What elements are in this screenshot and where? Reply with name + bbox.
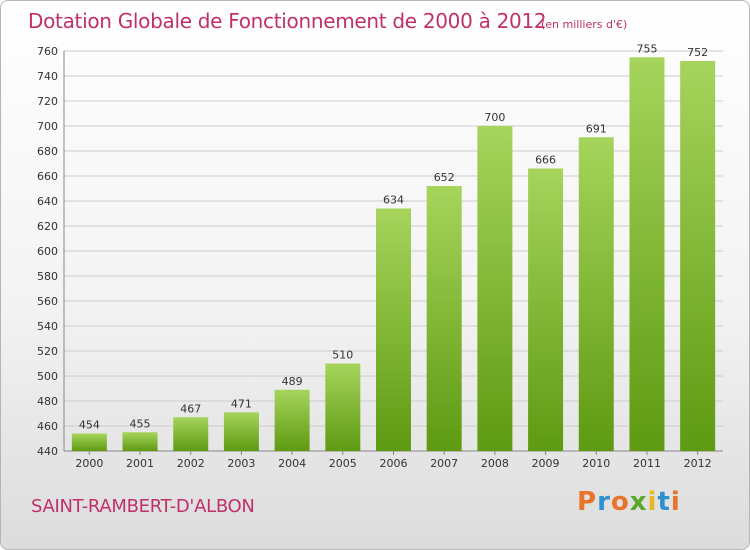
proxiti-logo: Proxiti (577, 487, 681, 517)
bar-2006 (376, 208, 411, 451)
value-label-2000: 454 (79, 419, 100, 432)
x-tick-label: 2007 (430, 457, 458, 470)
chart-title: Dotation Globale de Fonctionnement de 20… (28, 9, 547, 33)
bar-layer (71, 57, 716, 451)
bar-2000 (71, 433, 107, 451)
value-label-2003: 471 (231, 397, 252, 410)
value-label-2008: 700 (484, 111, 505, 124)
value-label-2006: 634 (383, 194, 404, 207)
y-tick-label: 580 (37, 270, 58, 283)
x-tick-label: 2002 (177, 457, 205, 470)
y-tick-label: 540 (37, 320, 58, 333)
value-label-2011: 755 (636, 42, 657, 55)
y-tick-label: 620 (37, 220, 58, 233)
x-tick-label: 2000 (75, 457, 103, 470)
y-tick-label: 760 (37, 45, 58, 58)
y-tick-label: 720 (37, 95, 58, 108)
bar-2005 (325, 363, 361, 451)
logo-letter: r (597, 487, 611, 517)
unit-note: (en milliers d'€) (541, 18, 628, 31)
y-tick-label: 660 (37, 170, 58, 183)
y-tick-label: 480 (37, 395, 58, 408)
y-tick-label: 740 (37, 70, 58, 83)
logo-letter: P (577, 487, 598, 517)
logo-letter: i (670, 487, 681, 517)
bar-2012 (680, 61, 716, 451)
y-tick-label: 520 (37, 345, 58, 358)
bar-chart: 440 460 480 500 520 540 560 580 600 620 640 660 680 7… (37, 42, 723, 470)
logo-letter: i (647, 487, 658, 517)
value-label-2007: 652 (434, 171, 455, 184)
logo-letter: t (657, 487, 671, 517)
value-label-2009: 666 (535, 154, 556, 167)
bar-2007 (426, 186, 462, 451)
x-tick-label: 2009 (532, 457, 560, 470)
logo-letter: x (629, 487, 648, 517)
x-tick-label: 2001 (126, 457, 154, 470)
value-label-2002: 467 (180, 402, 201, 415)
y-tick-label: 500 (37, 370, 58, 383)
y-tick-label: 600 (37, 245, 58, 258)
value-label-2001: 455 (130, 417, 151, 430)
x-tick-label: 2003 (227, 457, 255, 470)
y-tick-label: 460 (37, 420, 58, 433)
bar-2010 (578, 137, 614, 451)
x-tick-label: 2012 (684, 457, 712, 470)
bar-2008 (477, 126, 513, 451)
label-layer: 454 455 467 471 489 510 634 652 700 666 691 755 752 (79, 42, 708, 431)
bar-2001 (122, 432, 158, 451)
x-tick-label: 2010 (582, 457, 610, 470)
value-label-2004: 489 (282, 375, 303, 388)
commune-name: SAINT-RAMBERT-D'ALBON (31, 496, 255, 517)
y-tick-label: 680 (37, 145, 58, 158)
x-tick-label: 2011 (633, 457, 661, 470)
logo-letter: o (610, 487, 630, 517)
y-tick-label: 440 (37, 445, 58, 458)
x-tick-label: 2008 (481, 457, 509, 470)
y-tick-label: 640 (37, 195, 58, 208)
bar-2009 (528, 168, 564, 451)
x-tick-label: 2005 (329, 457, 357, 470)
y-tick-label: 560 (37, 295, 58, 308)
bar-2011 (629, 57, 665, 451)
bar-2002 (173, 417, 209, 451)
y-tick-label: 700 (37, 120, 58, 133)
x-tick-label: 2004 (278, 457, 306, 470)
bar-2003 (223, 412, 259, 451)
bar-2004 (274, 389, 310, 451)
x-tick-label: 2006 (380, 457, 408, 470)
value-label-2005: 510 (332, 349, 353, 362)
value-label-2012: 752 (687, 46, 708, 59)
value-label-2010: 691 (586, 122, 607, 135)
